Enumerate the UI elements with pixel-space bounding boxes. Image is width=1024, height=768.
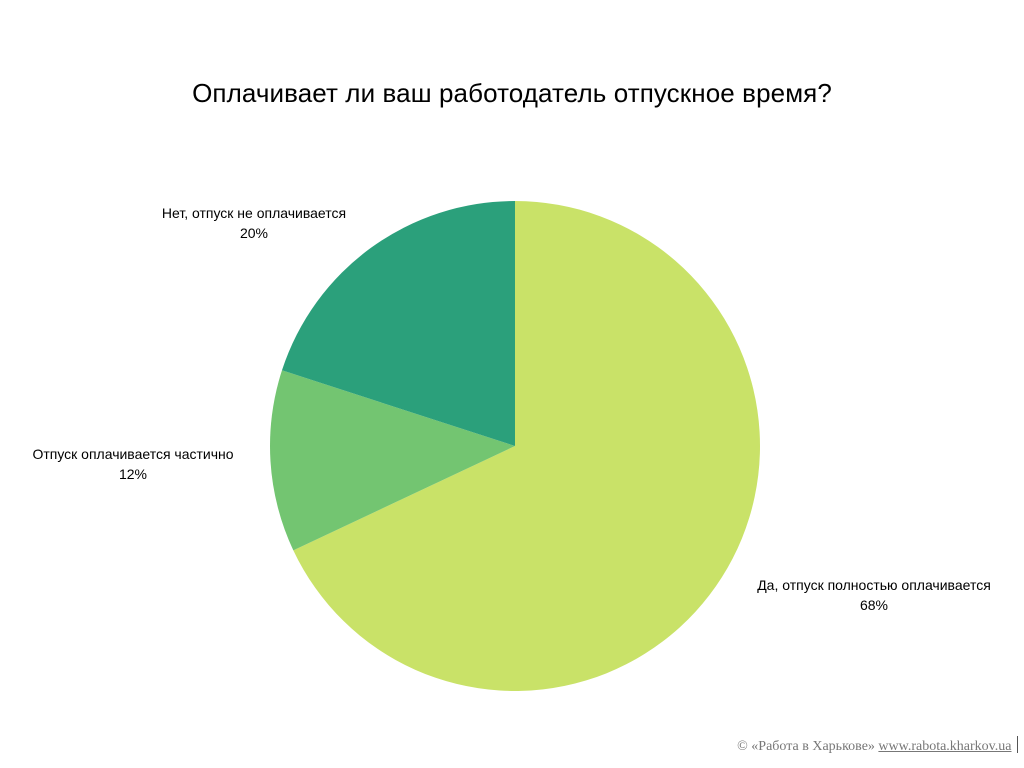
slice-label-name: Нет, отпуск не оплачивается — [161, 205, 347, 221]
slice-label-yes-fully-paid: Да, отпуск полностью оплачивается 68% — [749, 575, 999, 615]
copyright-text: © «Работа в Харькове» — [737, 739, 875, 754]
pie-slice-partially-paid — [269, 370, 515, 551]
site-link[interactable]: www.rabota.kharkov.ua — [878, 739, 1012, 754]
slice-label-name: Да, отпуск полностью оплачивается — [757, 577, 991, 593]
pie-slice-yes-fully-paid — [293, 201, 761, 691]
pie-slice-not-paid — [281, 201, 515, 446]
slice-label-not-paid: Нет, отпуск не оплачивается 20% — [143, 203, 365, 243]
slice-label-percent: 20% — [239, 225, 269, 241]
copyright-notice: © «Работа в Харькове» www.rabota.kharkov… — [737, 736, 1018, 755]
slice-label-percent: 12% — [118, 466, 148, 482]
chart-title: Оплачивает ли ваш работодатель отпускное… — [192, 78, 832, 108]
slice-label-partially-paid: Отпуск оплачивается частично 12% — [24, 444, 242, 484]
slice-label-name: Отпуск оплачивается частично — [32, 446, 234, 462]
text-cursor — [1017, 736, 1018, 753]
slice-label-percent: 68% — [859, 597, 889, 613]
